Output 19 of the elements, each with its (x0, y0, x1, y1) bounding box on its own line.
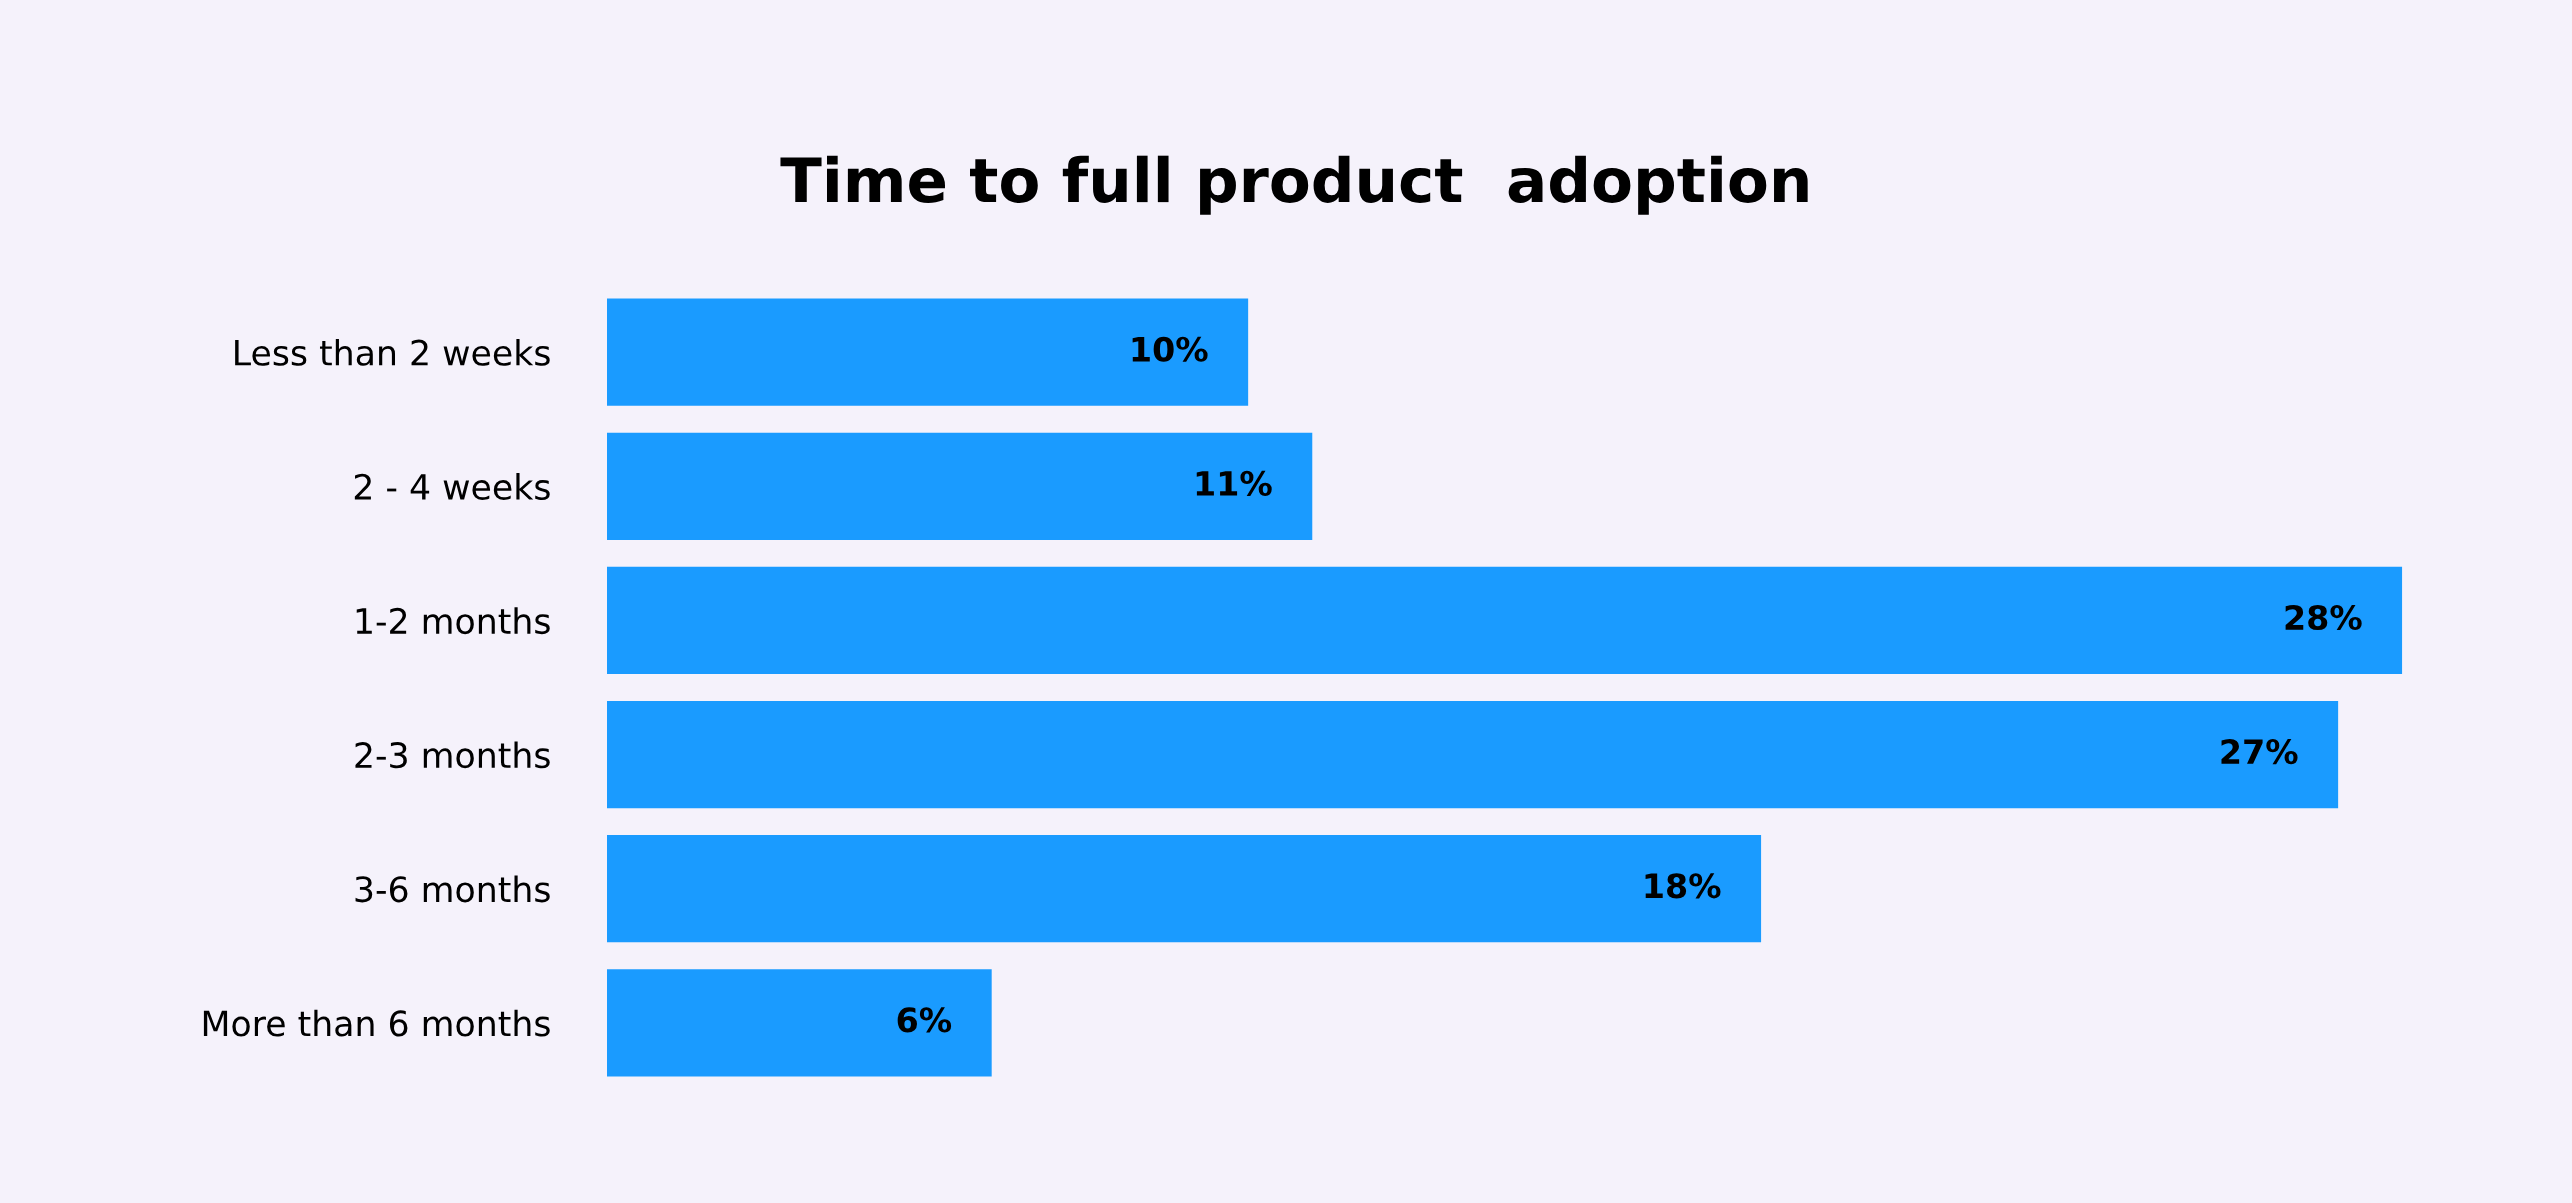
y-tick-label: 3-6 months (355, 875, 550, 903)
y-tick-label: Less than 2 weeks (235, 338, 550, 366)
bar (606, 700, 2339, 809)
data-label: 18% (1645, 873, 1721, 899)
bar (606, 298, 1249, 406)
data-label: 27% (2221, 739, 2298, 765)
bar (606, 835, 1762, 943)
y-tick-label: More than 6 months (203, 1009, 550, 1037)
data-label: 6% (897, 1007, 952, 1033)
bar (606, 432, 1313, 540)
bar (606, 969, 992, 1077)
chart-title: Time to full product adoption (780, 155, 1808, 215)
y-tick-label: 2 - 4 weeks (354, 473, 550, 500)
data-label: 28% (2285, 604, 2362, 631)
data-label: 11% (1196, 470, 1272, 496)
y-tick-label: 1-2 months (356, 607, 550, 635)
data-label: 10% (1132, 336, 1208, 362)
y-tick-label: 2-3 months (355, 741, 550, 769)
bar (606, 566, 2403, 675)
